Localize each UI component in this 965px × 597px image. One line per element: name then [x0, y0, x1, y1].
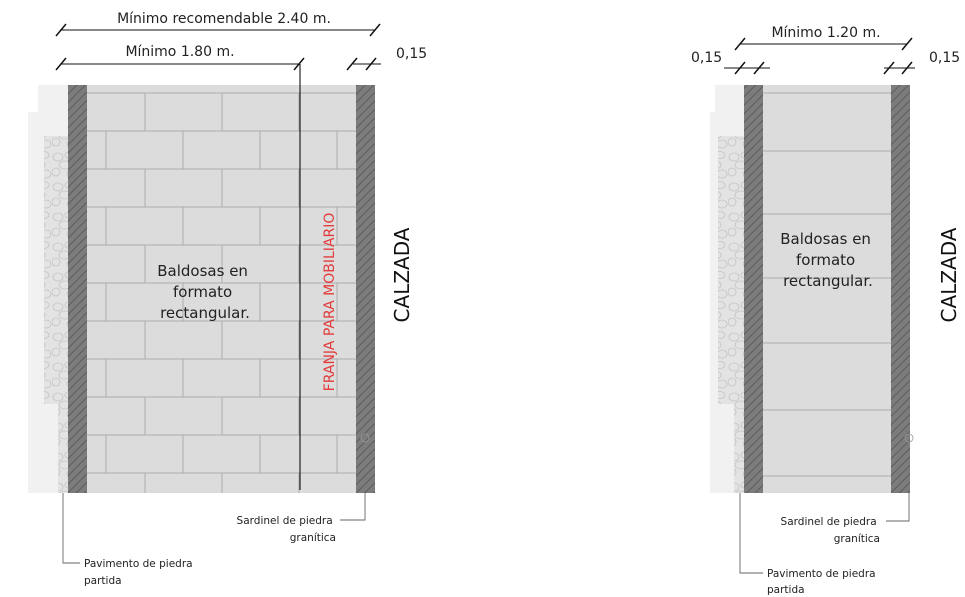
left-tiles-label: Baldosas en formato rectangular.	[157, 262, 252, 322]
left-outer-curb	[356, 85, 375, 493]
left-section: Mínimo recomendable 2.40 m. Mínimo 1.80 …	[28, 11, 427, 587]
right-dim-min: Mínimo 1.20 m.	[771, 25, 880, 41]
right-tiles-label: Baldosas en formato rectangular.	[780, 230, 875, 290]
right-dim-curb-left: 0,15	[691, 50, 722, 66]
right-dim-curb-right: 0,15	[929, 50, 960, 66]
right-section: Mínimo 1.20 m. 0,15 0,15 Baldosas en for…	[691, 25, 961, 596]
left-curb-leader	[340, 493, 366, 521]
left-dimension-lines	[55, 23, 381, 490]
left-paving-label: Pavimento de piedra partida	[84, 558, 196, 587]
right-outer-curb	[891, 85, 910, 493]
left-inner-curb	[68, 85, 87, 493]
left-stone-paving	[44, 136, 68, 493]
mobiliario-strip-label: FRANJA PARA MOBILIARIO	[322, 213, 338, 392]
right-curb-leader	[886, 493, 910, 522]
left-tile-joints	[87, 92, 356, 493]
right-paving-label: Pavimento de piedra partida	[767, 568, 879, 596]
right-stone-paving	[718, 136, 744, 493]
left-dim-min: Mínimo 1.80 m.	[125, 44, 234, 60]
left-curb-marker	[360, 433, 370, 443]
right-inner-curb	[744, 85, 763, 493]
left-road-label: CALZADA	[390, 227, 414, 322]
right-curb-label: Sardinel de piedra granítica	[781, 516, 880, 545]
left-dim-recommended: Mínimo recomendable 2.40 m.	[117, 11, 331, 27]
right-curb-marker	[904, 433, 914, 443]
left-paving-leader	[62, 493, 80, 564]
right-road-label: CALZADA	[937, 227, 961, 322]
right-tile-field	[763, 85, 891, 493]
right-tile-joints	[763, 92, 891, 477]
left-curb-label: Sardinel de piedra granítica	[237, 515, 336, 544]
left-dim-curb: 0,15	[396, 46, 427, 62]
right-paving-leader	[739, 493, 763, 574]
right-dimension-lines	[724, 37, 915, 75]
